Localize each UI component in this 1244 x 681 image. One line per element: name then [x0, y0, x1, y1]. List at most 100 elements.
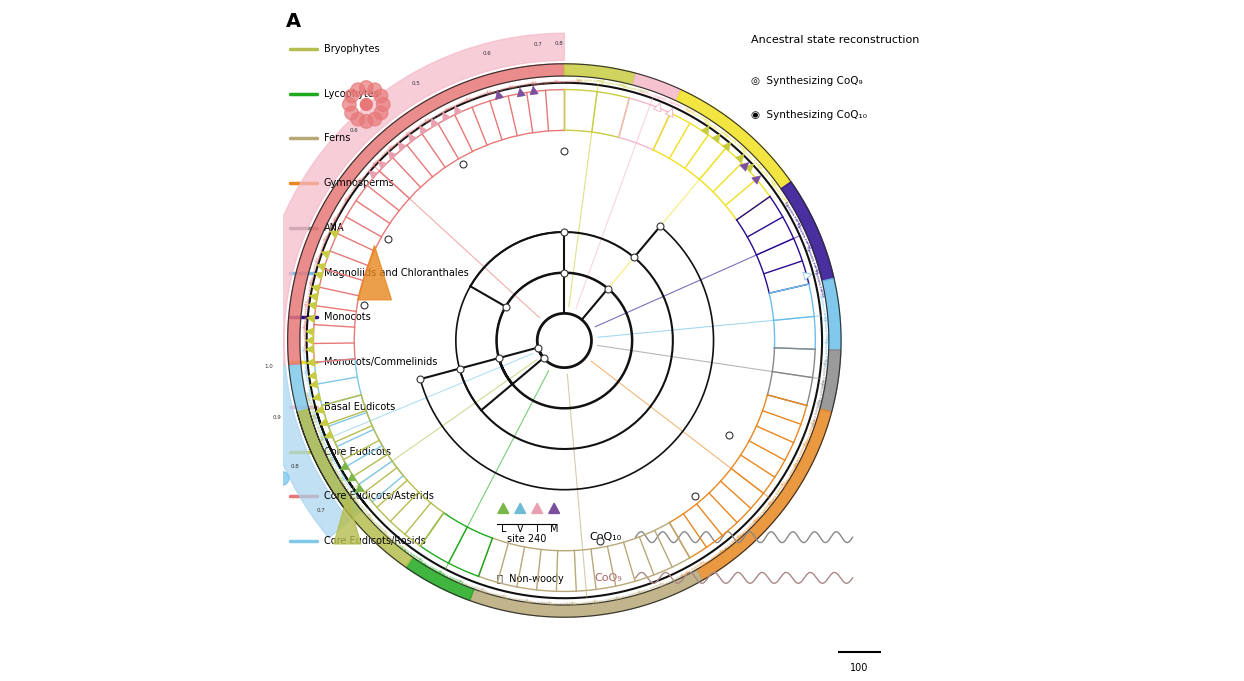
Text: Species name: Species name — [438, 568, 465, 583]
Polygon shape — [697, 409, 832, 580]
Text: Ferns: Ferns — [323, 133, 350, 144]
Polygon shape — [315, 272, 323, 280]
Circle shape — [351, 83, 364, 97]
Text: Species name: Species name — [301, 323, 306, 352]
Polygon shape — [677, 90, 791, 189]
Text: 0.7: 0.7 — [317, 509, 326, 513]
Polygon shape — [398, 142, 407, 151]
Circle shape — [249, 472, 261, 486]
Polygon shape — [408, 133, 417, 143]
Text: Species name: Species name — [819, 293, 827, 321]
Polygon shape — [549, 503, 560, 513]
Polygon shape — [306, 336, 313, 345]
Text: Species name: Species name — [356, 158, 377, 183]
Text: Core Eudicots/Rosids: Core Eudicots/Rosids — [323, 536, 425, 546]
Polygon shape — [740, 163, 749, 171]
Text: Species name: Species name — [792, 439, 807, 467]
Text: Species name: Species name — [479, 586, 509, 597]
Text: ANA: ANA — [323, 223, 345, 233]
Polygon shape — [325, 430, 333, 438]
Text: Core Eudicots/Asterids: Core Eudicots/Asterids — [323, 492, 433, 501]
Text: Species name: Species name — [318, 434, 335, 462]
Text: A: A — [286, 12, 301, 31]
Text: Species name: Species name — [810, 398, 820, 427]
Circle shape — [269, 484, 282, 497]
Text: Species name: Species name — [508, 78, 536, 88]
Polygon shape — [340, 462, 350, 470]
Text: Species name: Species name — [821, 315, 829, 345]
Text: Ancestral state reconstruction: Ancestral state reconstruction — [751, 35, 919, 46]
Text: Species name: Species name — [524, 597, 554, 603]
Text: Species name: Species name — [576, 78, 605, 84]
Text: Species name: Species name — [735, 515, 758, 539]
Polygon shape — [781, 182, 833, 281]
Text: Species name: Species name — [703, 119, 730, 138]
Polygon shape — [347, 473, 356, 481]
Polygon shape — [310, 380, 318, 388]
Text: 0.8: 0.8 — [555, 41, 564, 46]
Text: Species name: Species name — [338, 475, 360, 501]
Text: 0.7: 0.7 — [534, 42, 542, 47]
Text: Species name: Species name — [755, 163, 778, 187]
Circle shape — [351, 112, 364, 126]
Polygon shape — [258, 33, 565, 367]
Polygon shape — [306, 345, 313, 353]
Text: Species name: Species name — [592, 593, 621, 603]
Text: Species name: Species name — [684, 108, 712, 125]
Polygon shape — [518, 89, 525, 97]
Polygon shape — [455, 106, 462, 115]
Text: Species name: Species name — [443, 95, 470, 111]
Text: Species name: Species name — [300, 346, 309, 375]
Text: Species name: Species name — [598, 80, 627, 88]
Text: Species name: Species name — [638, 89, 667, 101]
Text: Species name: Species name — [306, 391, 318, 419]
Text: Bryophytes: Bryophytes — [323, 44, 379, 54]
Text: Species name: Species name — [322, 214, 337, 242]
Text: Species name: Species name — [718, 531, 741, 554]
Polygon shape — [369, 171, 378, 179]
Text: Species name: Species name — [547, 599, 576, 604]
Text: Species name: Species name — [382, 528, 407, 549]
Text: Species name: Species name — [667, 99, 694, 114]
Text: V: V — [518, 524, 524, 534]
Text: Species name: Species name — [313, 234, 326, 263]
Polygon shape — [312, 393, 321, 401]
Circle shape — [269, 460, 282, 473]
Polygon shape — [333, 496, 361, 544]
Text: ◎  Synthesizing CoQ₉: ◎ Synthesizing CoQ₉ — [751, 76, 862, 86]
Text: Species name: Species name — [302, 300, 307, 329]
Polygon shape — [317, 264, 326, 271]
Circle shape — [361, 99, 372, 110]
Circle shape — [374, 89, 388, 103]
Polygon shape — [745, 164, 754, 172]
Polygon shape — [419, 126, 428, 135]
Circle shape — [255, 484, 269, 497]
Polygon shape — [330, 231, 338, 238]
Text: Species name: Species name — [418, 556, 445, 573]
Polygon shape — [357, 246, 392, 300]
Text: Species name: Species name — [658, 570, 685, 586]
Text: site 240: site 240 — [506, 534, 546, 544]
Text: Species name: Species name — [637, 580, 664, 594]
Text: Species name: Species name — [820, 360, 826, 388]
Circle shape — [342, 97, 356, 111]
Polygon shape — [530, 86, 539, 95]
Text: Gymnosperms: Gymnosperms — [323, 178, 394, 188]
Text: Species name: Species name — [306, 391, 318, 419]
Text: Species name: Species name — [795, 223, 811, 250]
Polygon shape — [820, 350, 841, 412]
Text: I: I — [536, 524, 539, 534]
Text: 100: 100 — [850, 663, 868, 673]
Polygon shape — [802, 272, 812, 280]
Text: Species name: Species name — [653, 94, 682, 108]
Polygon shape — [289, 364, 362, 518]
Text: 0.8: 0.8 — [291, 464, 300, 469]
Text: 1.0: 1.0 — [264, 364, 272, 369]
Circle shape — [360, 81, 373, 94]
Polygon shape — [306, 315, 315, 323]
Polygon shape — [306, 358, 315, 366]
Text: Species name: Species name — [464, 87, 493, 101]
Polygon shape — [443, 112, 450, 121]
Text: ◉  Synthesizing CoQ₁₀: ◉ Synthesizing CoQ₁₀ — [751, 110, 867, 120]
Text: Species name: Species name — [739, 147, 763, 170]
